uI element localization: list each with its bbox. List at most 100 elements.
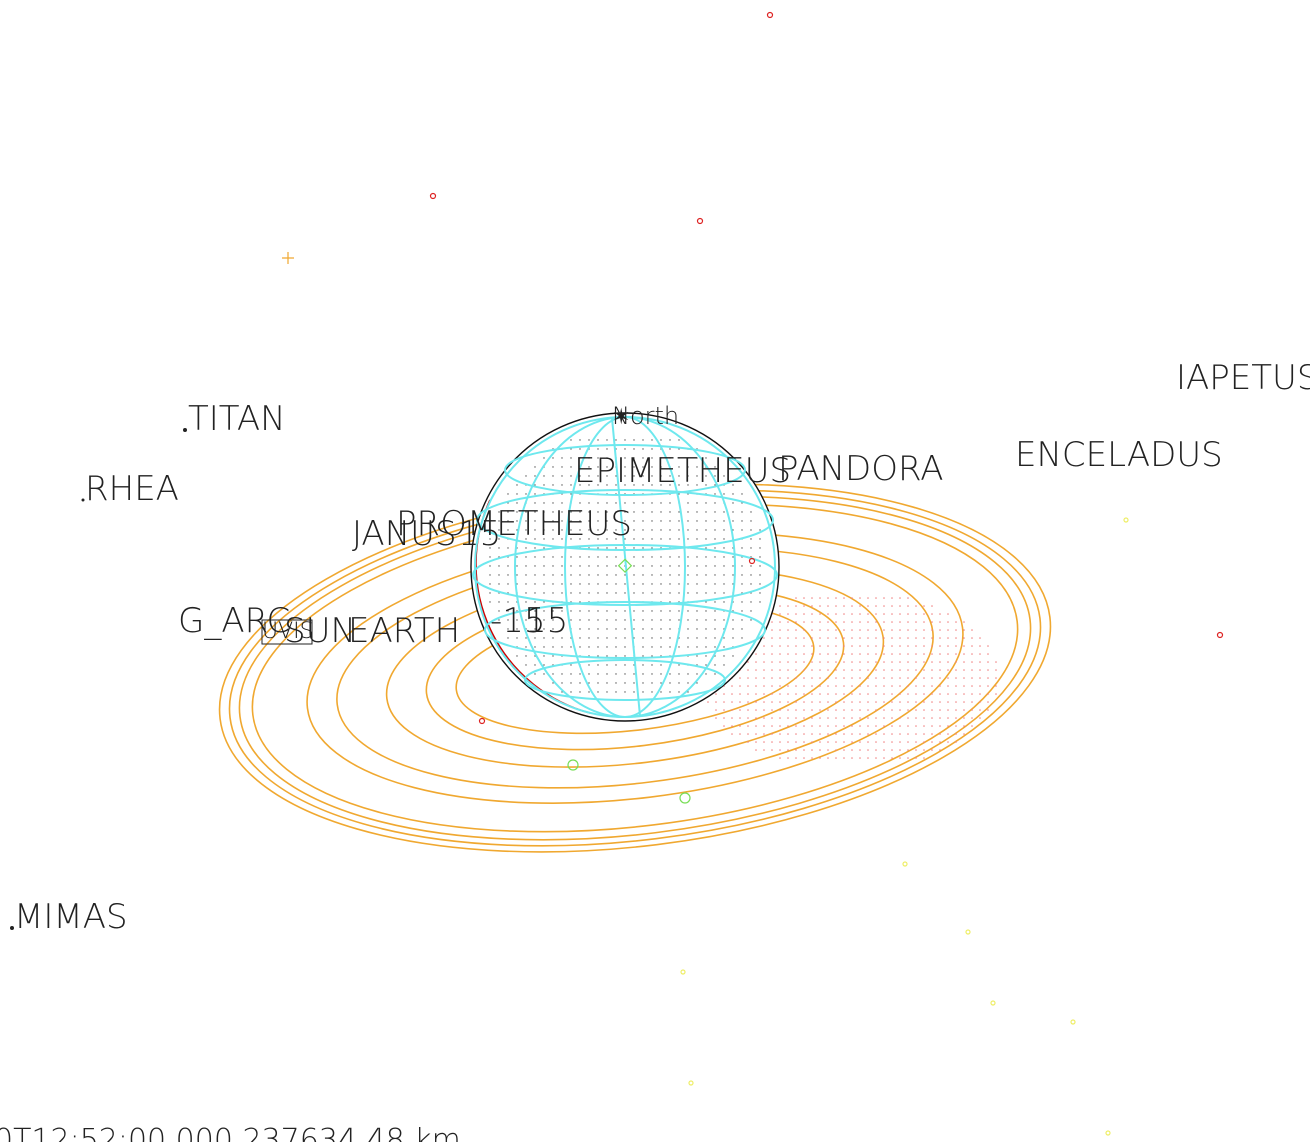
planet-dot — [696, 466, 698, 468]
ring-dot — [939, 709, 941, 711]
planet-dot — [687, 457, 689, 459]
planet-dot — [597, 556, 599, 558]
planet-dot — [678, 565, 680, 567]
ring-dot — [891, 709, 893, 711]
planet-dot — [597, 529, 599, 531]
ring-dot — [819, 621, 821, 623]
planet-dot — [543, 628, 545, 630]
planet-dot — [696, 574, 698, 576]
ring-dot — [715, 717, 717, 719]
planet-dot — [561, 583, 563, 585]
planet-dot — [651, 592, 653, 594]
ring-dot — [763, 661, 765, 663]
ring-dot — [851, 637, 853, 639]
planet-dot — [534, 646, 536, 648]
planet-dot — [606, 439, 608, 441]
ring-dot — [875, 645, 877, 647]
planet-dot — [705, 457, 707, 459]
planet-dot — [624, 628, 626, 630]
planet-dot — [570, 448, 572, 450]
ring-dot — [867, 757, 869, 759]
planet-dot — [570, 583, 572, 585]
ring-dot — [779, 613, 781, 615]
planet-dot — [660, 583, 662, 585]
planet-dot — [597, 457, 599, 459]
planet-dot — [642, 628, 644, 630]
ring-dot — [755, 677, 757, 679]
ring-dot — [891, 621, 893, 623]
ring-dot — [723, 725, 725, 727]
ring-dot — [755, 749, 757, 751]
planet-dot — [570, 646, 572, 648]
ring-dot — [835, 629, 837, 631]
planet-dot — [687, 502, 689, 504]
ring-dot — [899, 685, 901, 687]
planet-dot — [651, 556, 653, 558]
planet-dot — [552, 565, 554, 567]
ring-dot — [747, 669, 749, 671]
ring-dot — [931, 725, 933, 727]
ring-dot — [819, 597, 821, 599]
planet-dot — [543, 655, 545, 657]
planet-dot — [615, 637, 617, 639]
ring-dot — [779, 717, 781, 719]
ring-dot — [771, 669, 773, 671]
planet-dot — [624, 457, 626, 459]
ring-dot — [803, 725, 805, 727]
ring-dot — [795, 621, 797, 623]
planet-dot — [525, 493, 527, 495]
ring-dot — [819, 685, 821, 687]
ring-dot — [859, 637, 861, 639]
planet-dot — [678, 664, 680, 666]
ring-dot — [819, 725, 821, 727]
ring-dot — [867, 749, 869, 751]
planet-dot — [732, 484, 734, 486]
planet-dot — [687, 484, 689, 486]
ring-dot — [987, 677, 989, 679]
planet-dot — [750, 583, 752, 585]
planet-dot — [714, 556, 716, 558]
planet-dot — [570, 466, 572, 468]
planet-dot — [597, 565, 599, 567]
planet-dot — [705, 610, 707, 612]
ring-dot — [867, 637, 869, 639]
ring-dot — [795, 701, 797, 703]
planet-dot — [552, 502, 554, 504]
planet-dot — [633, 673, 635, 675]
planet-dot — [705, 511, 707, 513]
ring-dot — [907, 661, 909, 663]
ring-dot — [859, 605, 861, 607]
ring-dot — [707, 701, 709, 703]
planet-dot — [543, 619, 545, 621]
planet-dot — [597, 502, 599, 504]
planet-dot — [516, 637, 518, 639]
ring-dot — [787, 749, 789, 751]
planet-dot — [534, 574, 536, 576]
planet-dot — [741, 493, 743, 495]
ring-dot — [899, 637, 901, 639]
ring-dot — [771, 717, 773, 719]
ring-dot — [923, 637, 925, 639]
ring-dot — [867, 741, 869, 743]
planet-dot — [741, 529, 743, 531]
ring-dot — [947, 701, 949, 703]
ring-dot — [787, 613, 789, 615]
ring-dot — [819, 613, 821, 615]
planet-dot — [534, 502, 536, 504]
planet-dot — [642, 592, 644, 594]
ring-dot — [971, 645, 973, 647]
ring-dot — [851, 709, 853, 711]
ring-dot — [851, 693, 853, 695]
planet-dot — [543, 610, 545, 612]
ring-dot — [987, 645, 989, 647]
planet-dot — [606, 457, 608, 459]
ring-dot — [907, 677, 909, 679]
ring-dot — [819, 741, 821, 743]
ring-dot — [859, 621, 861, 623]
planet-dot — [678, 673, 680, 675]
ring-dot — [835, 597, 837, 599]
ring-dot — [843, 645, 845, 647]
ring-dot — [867, 717, 869, 719]
planet-dot — [759, 547, 761, 549]
planet-dot — [651, 682, 653, 684]
